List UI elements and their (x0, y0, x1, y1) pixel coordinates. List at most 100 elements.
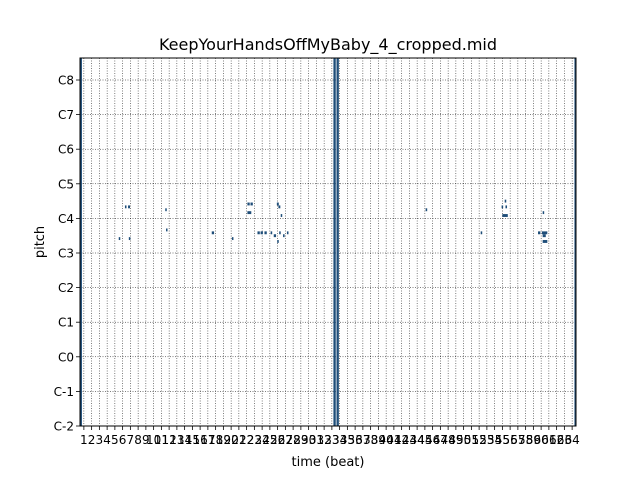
x-tick-label: 35 (340, 433, 355, 447)
note-mark (257, 231, 260, 235)
plot-background (80, 58, 576, 426)
note-mark (264, 231, 267, 235)
x-tick-label: 57 (510, 433, 525, 447)
x-tick-label: 26 (270, 433, 285, 447)
x-tick-label: 36 (347, 433, 362, 447)
x-tick-label: 18 (208, 433, 223, 447)
x-tick-label: 3 (96, 433, 104, 447)
note-mark (277, 240, 279, 243)
x-tick-label: 40 (378, 433, 393, 447)
x-tick-label: 9 (142, 433, 150, 447)
note-mark (211, 231, 215, 235)
note-mark (505, 205, 508, 209)
note-mark (231, 237, 234, 241)
note-mark (502, 214, 508, 217)
note-mark (250, 202, 253, 206)
x-tick-label: 11 (154, 433, 169, 447)
x-tick-label: 29 (293, 433, 308, 447)
y-tick-label: C6 (58, 143, 74, 157)
x-tick-label: 63 (557, 433, 572, 447)
y-tick-label: C5 (58, 177, 74, 191)
x-tick-label: 33 (324, 433, 339, 447)
y-tick-label: C1 (58, 316, 74, 330)
x-tick-label: 53 (479, 433, 494, 447)
x-tick-label: 24 (254, 433, 269, 447)
x-tick-label: 28 (285, 433, 300, 447)
note-mark (270, 231, 273, 235)
x-tick-label: 5 (111, 433, 119, 447)
note-mark (279, 231, 281, 235)
note-mark (128, 237, 131, 241)
x-tick-label: 45 (417, 433, 432, 447)
note-mark (501, 205, 504, 209)
note-mark (276, 202, 279, 206)
x-axis-ticks: 1 2 3 4 5 6 7 8 91011121314151617181920212223242… (80, 426, 580, 447)
x-tick-label: 19 (216, 433, 231, 447)
full-height-bar (333, 58, 336, 426)
x-tick-label: 47 (433, 433, 448, 447)
y-tick-label: C-1 (54, 385, 74, 399)
x-tick-label: 44 (409, 433, 424, 447)
full-height-bar (574, 58, 576, 426)
x-tick-label: 51 (464, 433, 479, 447)
grid-lines (80, 58, 576, 427)
note-mark (286, 231, 289, 235)
x-tick-label: 55 (495, 433, 510, 447)
note-mark (541, 231, 545, 235)
note-mark (542, 240, 548, 243)
note-mark (260, 231, 263, 235)
note-mark (545, 231, 548, 235)
x-tick-label: 31 (309, 433, 324, 447)
x-tick-label: 23 (247, 433, 262, 447)
x-tick-label: 4 (103, 433, 111, 447)
plot-frame (79, 57, 577, 427)
x-tick-label: 59 (526, 433, 541, 447)
note-mark (247, 202, 250, 206)
x-tick-label: 54 (487, 433, 502, 447)
x-tick-label: 25 (262, 433, 277, 447)
x-tick-label: 39 (371, 433, 386, 447)
x-tick-label: 22 (239, 433, 254, 447)
note-mark (542, 211, 545, 215)
x-tick-label: 46 (425, 433, 440, 447)
note-mark (166, 228, 168, 232)
chart-title: KeepYourHandsOffMyBaby_4_cropped.mid (159, 35, 497, 55)
full-height-bars (80, 58, 576, 426)
note-mark (247, 211, 252, 215)
y-tick-label: C-2 (54, 420, 74, 434)
full-height-bar (336, 58, 339, 426)
note-mark (124, 205, 127, 209)
note-mark (165, 208, 167, 212)
x-tick-label: 8 (134, 433, 142, 447)
x-axis-label: time (beat) (292, 455, 365, 470)
full-height-bar (80, 58, 82, 426)
x-tick-label: 41 (386, 433, 401, 447)
x-tick-label: 13 (169, 433, 184, 447)
x-tick-label: 52 (471, 433, 486, 447)
note-mark (425, 208, 428, 212)
x-tick-label: 58 (518, 433, 533, 447)
y-tick-label: C2 (58, 281, 74, 295)
x-tick-label: 60 (533, 433, 548, 447)
x-tick-label: 10 (146, 433, 161, 447)
x-tick-label: 12 (161, 433, 176, 447)
x-tick-label: 61 (541, 433, 556, 447)
x-tick-label: 43 (402, 433, 417, 447)
x-tick-label: 16 (192, 433, 207, 447)
x-tick-label: 50 (456, 433, 471, 447)
x-tick-label: 6 (119, 433, 127, 447)
x-tick-label: 17 (200, 433, 215, 447)
x-tick-label: 48 (440, 433, 455, 447)
x-tick-label: 15 (185, 433, 200, 447)
x-tick-label: 34 (332, 433, 347, 447)
x-tick-label: 20 (223, 433, 238, 447)
y-axis-ticks: C-2 C-1 C0 C1 C2 C3 C4 C5 C6 C7 C8 (54, 74, 80, 434)
plot-area: 1 2 3 4 5 6 7 8 91011121314151617181920212223242… (54, 57, 580, 447)
x-tick-label: 56 (502, 433, 517, 447)
x-tick-label: 64 (564, 433, 579, 447)
y-tick-label: C0 (58, 350, 74, 364)
y-axis-label: pitch (33, 226, 48, 258)
x-tick-label: 37 (355, 433, 370, 447)
x-tick-label: 42 (394, 433, 409, 447)
